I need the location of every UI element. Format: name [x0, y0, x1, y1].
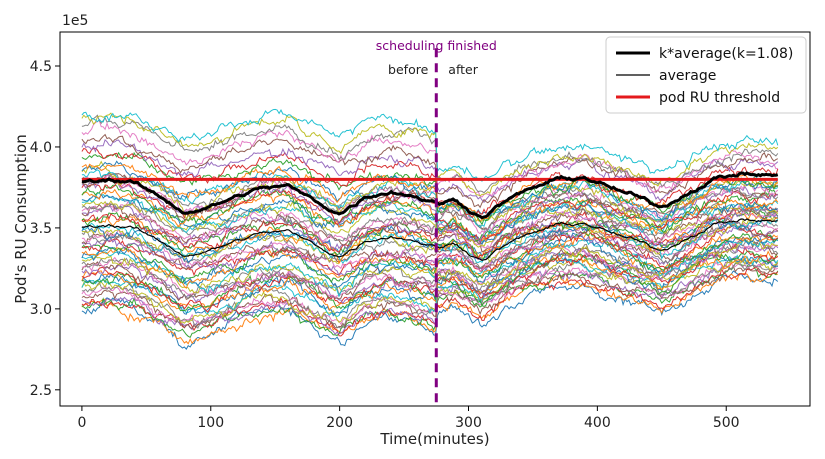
legend-label: pod RU threshold [659, 90, 780, 106]
pod-series-line [81, 223, 779, 277]
pod-series-line [81, 252, 779, 317]
pod-series-line [81, 200, 779, 248]
event-marker-group: scheduling finished before after [376, 38, 497, 405]
pod-series-line [81, 272, 778, 345]
pod-series-line [81, 193, 779, 245]
y-tick-label: 4.5 [30, 59, 52, 75]
y-multiplier-label: 1e5 [62, 13, 88, 29]
pod-series-line [81, 221, 779, 272]
pod-series-line [81, 250, 778, 311]
pod-series-line [81, 261, 779, 338]
y-tick-label: 3.5 [30, 221, 52, 237]
pod-series-line [81, 160, 779, 222]
pod-series-line [81, 172, 779, 230]
pod-series-line [81, 138, 779, 204]
pod-series-line [81, 108, 779, 182]
pod-series-line [81, 229, 779, 284]
x-axis: 0 100 200 300 400 500 [77, 406, 740, 431]
legend-label: k*average(k=1.08) [659, 46, 793, 62]
pod-series-line [81, 114, 779, 194]
pod-series-line [81, 258, 779, 325]
legend: k*average(k=1.08) average pod RU threshold [605, 36, 807, 114]
pod-series-line [81, 253, 778, 317]
average-line [81, 218, 778, 262]
pod-series-line [81, 119, 778, 198]
pod-series-line [81, 184, 779, 242]
y-tick-label: 4.0 [30, 140, 52, 156]
scheduling-finished-label: scheduling finished [376, 38, 497, 53]
pod-series-line [81, 239, 779, 300]
before-label: before [388, 62, 429, 77]
y-axis: 2.5 3.0 3.5 4.0 4.5 [30, 59, 60, 399]
x-axis-title: Time(minutes) [379, 430, 489, 448]
pod-series-line [81, 218, 779, 270]
pod-series-line [81, 203, 779, 253]
x-tick-label: 300 [455, 415, 482, 431]
y-tick-label: 2.5 [30, 383, 52, 399]
pod-series-line [81, 211, 779, 265]
x-tick-label: 100 [197, 415, 224, 431]
after-label: after [448, 62, 478, 77]
x-tick-label: 400 [584, 415, 611, 431]
pod-series-line [81, 250, 779, 312]
pod-series-line [81, 224, 779, 277]
pod-series-line [81, 260, 779, 330]
pod-series-line [81, 200, 779, 249]
x-tick-label: 0 [77, 415, 86, 431]
pod-series-line [81, 270, 779, 350]
pod-series-line [81, 133, 779, 209]
y-tick-label: 3.0 [30, 302, 52, 318]
y-axis-title: Pod's RU Consumption [12, 134, 30, 303]
k-average-line [81, 171, 779, 220]
x-tick-label: 200 [326, 415, 353, 431]
pod-series-line [81, 236, 779, 302]
legend-label: average [659, 68, 716, 84]
summary-series-group [81, 171, 779, 262]
plot-frame [59, 31, 811, 407]
pod-series-line [81, 169, 779, 229]
pod-series-group [81, 108, 779, 350]
x-tick-label: 500 [713, 415, 740, 431]
legend-box [605, 36, 807, 114]
pod-series-line [81, 242, 779, 314]
